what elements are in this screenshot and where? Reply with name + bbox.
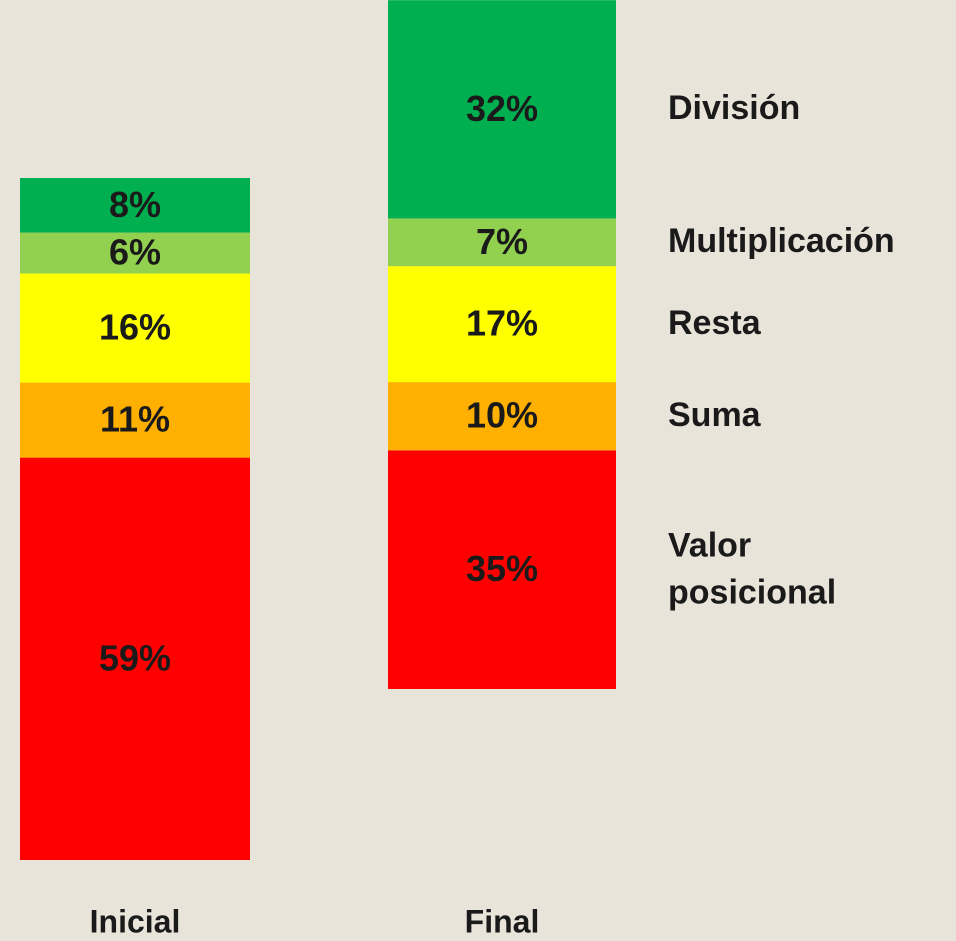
data-label: 6% (109, 232, 161, 273)
legend-entry: Multiplicación (668, 222, 895, 261)
bar-segment (20, 382, 250, 458)
bar-segment (20, 178, 250, 233)
data-label: 7% (476, 221, 528, 262)
data-label: 32% (466, 88, 538, 129)
legend-entry: Valor posicional (668, 526, 837, 612)
bar-segment (20, 457, 250, 860)
legend-entry: División (668, 89, 801, 128)
bar-segment (20, 232, 250, 274)
bar-segment (388, 218, 616, 267)
data-label: 35% (466, 548, 538, 589)
data-label: 17% (466, 303, 538, 344)
data-label: 11% (100, 399, 170, 440)
bar-segment (388, 450, 616, 689)
data-label: 10% (466, 395, 538, 436)
bar-segment (388, 266, 616, 383)
bar-segment (20, 273, 250, 383)
data-label: 8% (109, 184, 161, 225)
data-label: 16% (99, 307, 171, 348)
data-label: 59% (99, 637, 171, 678)
legend-entry: Resta (668, 304, 761, 343)
legend-entry: Suma (668, 396, 761, 435)
bar-segment (388, 382, 616, 451)
x-tick-label: Inicial (90, 903, 181, 939)
bar-segment (388, 0, 616, 219)
x-tick-label: Final (465, 903, 540, 939)
